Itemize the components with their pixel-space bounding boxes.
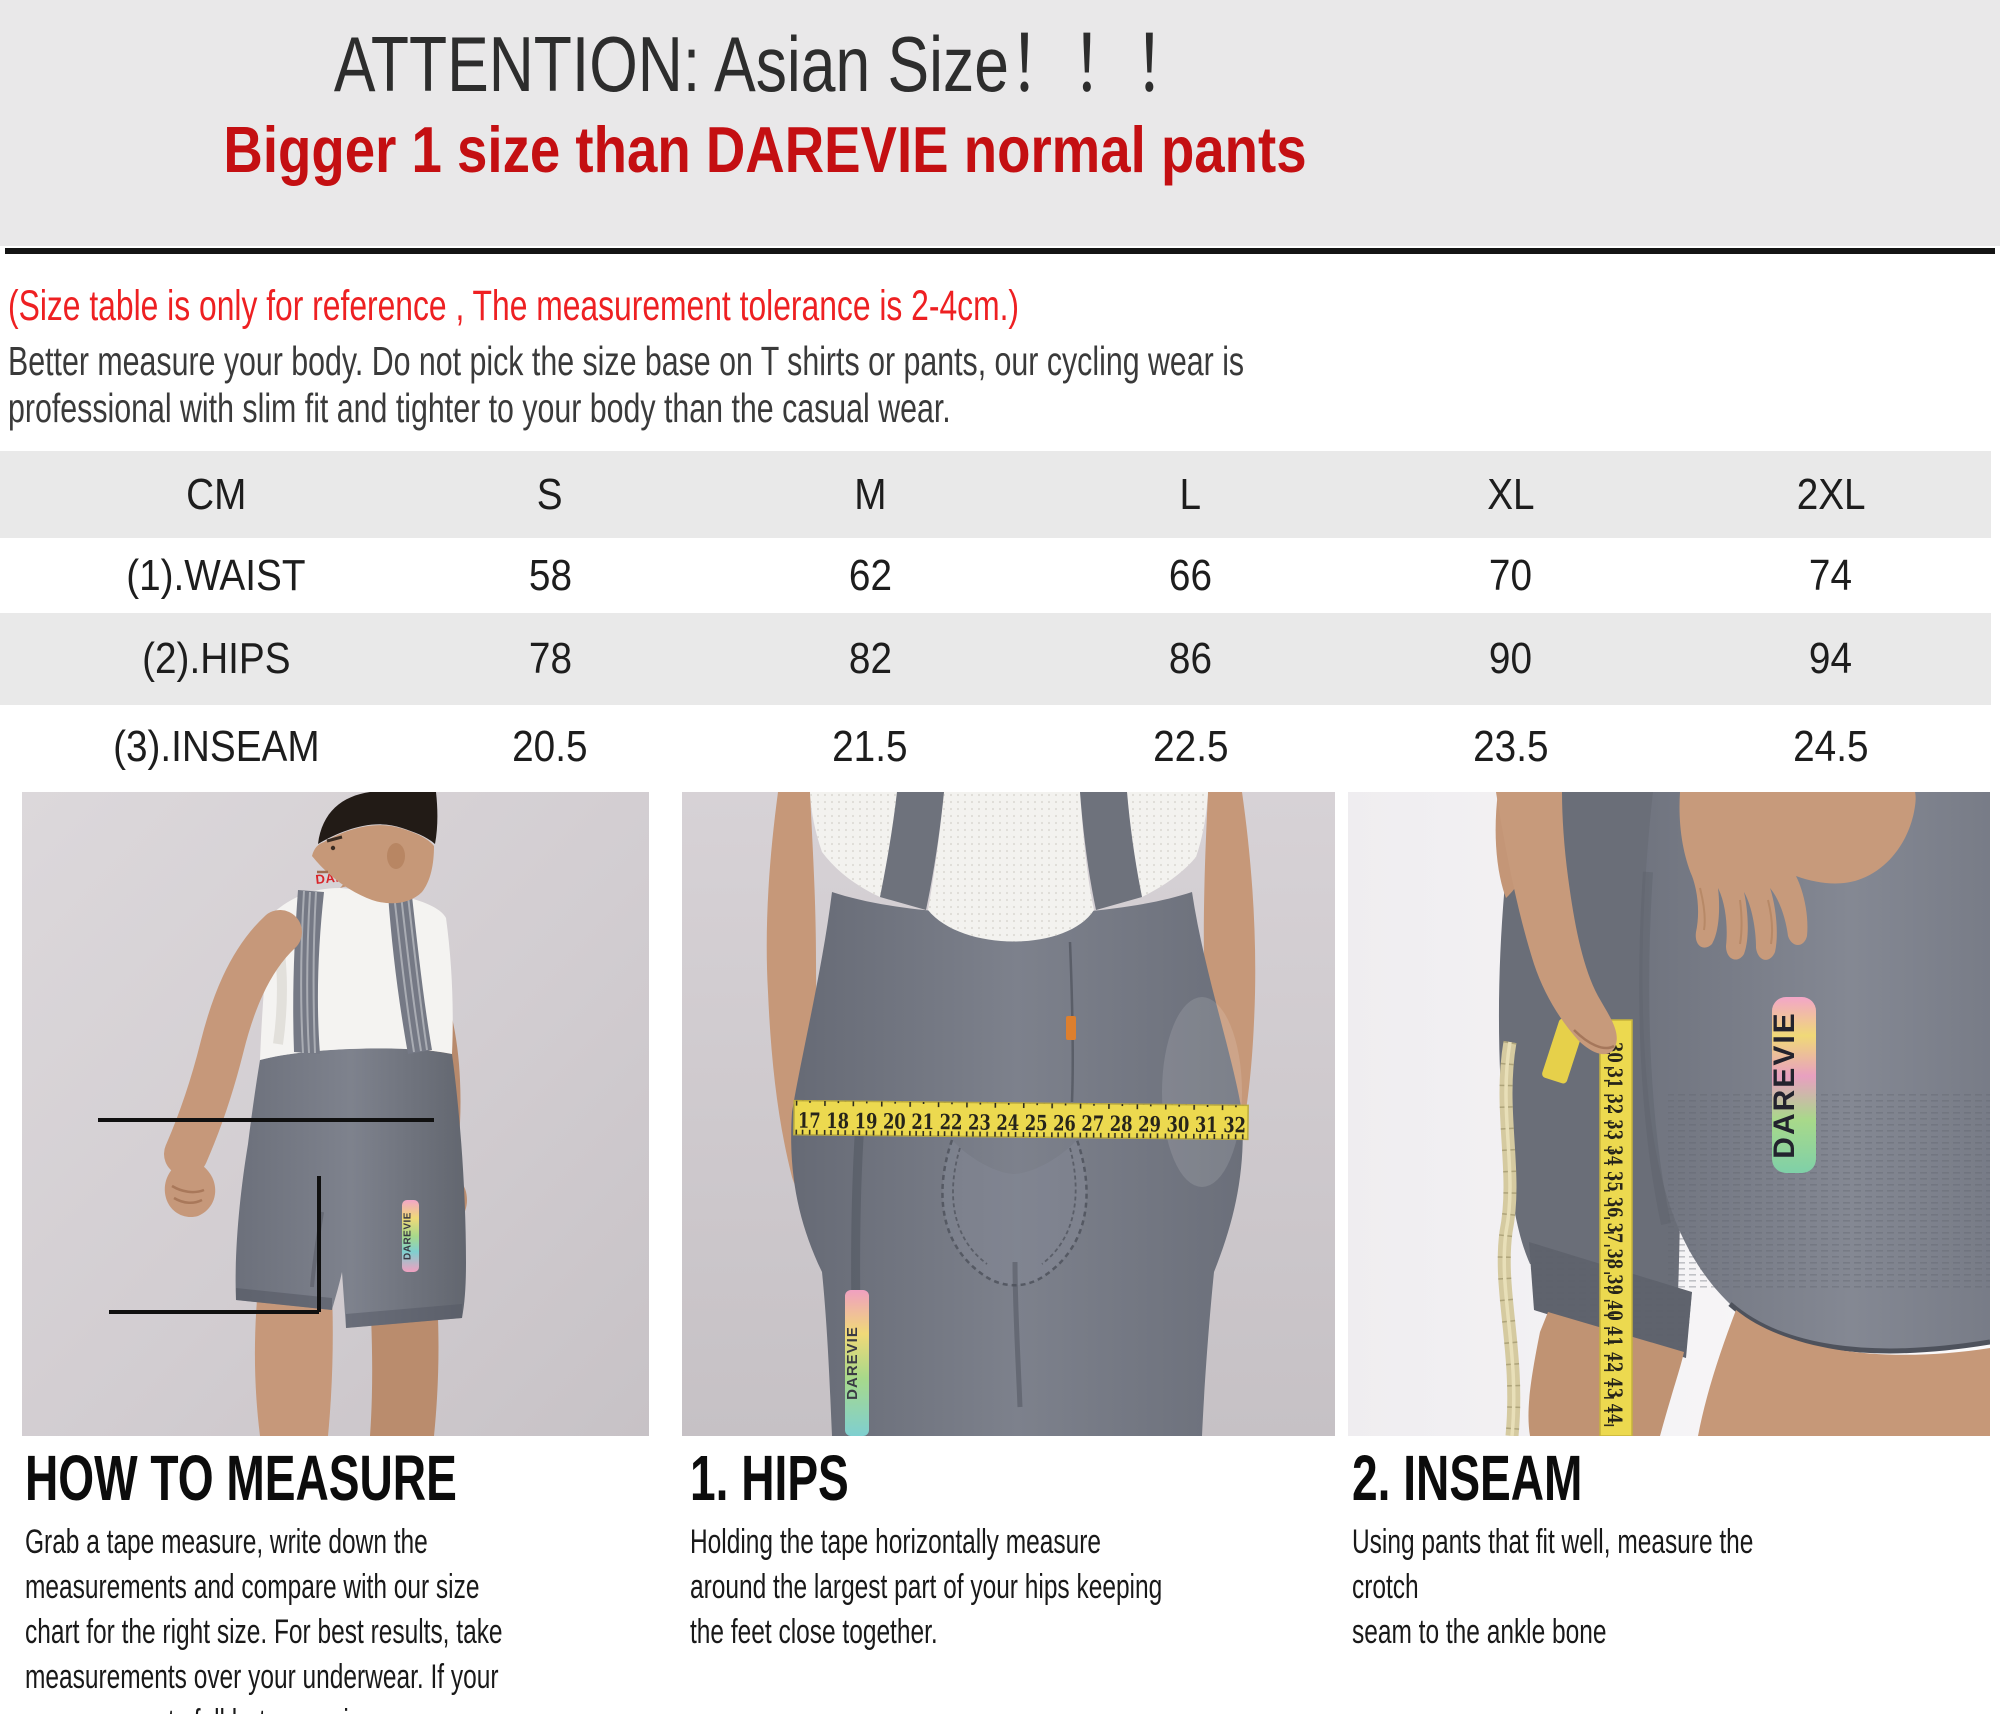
col-s: S [537,469,564,519]
tape-strand-loose [1497,1040,1521,1436]
photo-hips-measurement: DAREVIE 17 18 19 20 21 22 23 24 25 26 27… [682,792,1335,1436]
waist-l: 66 [1168,550,1213,600]
svg-text:DAREVIE: DAREVIE [403,1212,414,1260]
model-hair [318,792,438,844]
waist-2xl: 74 [1809,550,1853,600]
col-2xl: 2XL [1796,469,1866,519]
waist-xl: 70 [1489,550,1533,600]
hips-l: 86 [1168,634,1213,683]
table-row-waist: (1).WAIST 58 62 66 70 74 [0,538,1991,613]
brand-logo-thigh: DAREVIE [1768,997,1816,1173]
bib-shorts [235,1048,466,1328]
inseam-s: 20.5 [512,721,588,771]
col-unit: CM [185,469,247,519]
hips-xl: 90 [1489,634,1533,683]
waist-m: 62 [848,550,892,600]
model-ear [387,843,405,869]
brand-logo-thigh: DAREVIE [844,1290,869,1436]
how-to-measure-heading: HOW TO MEASURE [25,1442,457,1514]
inseam-2xl: 24.5 [1793,721,1869,771]
inseam-l: 22.5 [1152,721,1229,771]
tolerance-note: (Size table is only for reference , The … [8,282,1020,330]
size-warning-headline: Bigger 1 size than DAREVIE normal pants [223,113,1307,186]
brand-logo-thigh: DAREVIE [402,1200,419,1272]
row-label: (2).HIPS [141,634,291,683]
orange-tag [1066,1016,1076,1040]
model-head [312,825,434,904]
attention-title: ATTENTION: Asian Size！！！ [333,20,1197,108]
svg-text:DAREVIE: DAREVIE [844,1326,861,1400]
bib-strap-left [880,792,944,910]
hips-s: 78 [528,634,572,683]
hips-text: Holding the tape horizontally measure ar… [690,1523,1163,1651]
divider-rule [5,248,1995,254]
waist-s: 58 [528,550,572,600]
hips-m: 82 [848,634,892,683]
model-hand-on-hip [1679,792,1916,960]
inseam-heading: 2. INSEAM [1352,1442,1583,1514]
header-band: ATTENTION: Asian Size！！！ Bigger 1 size t… [0,0,2000,246]
inseam-m: 21.5 [832,721,908,771]
bib-strap-back [388,893,432,1054]
tape-measure-inseam: 30 31 32 33 34 35 36 37 38 39 40 41 42 4… [1599,1019,1633,1436]
row-label: (3).INSEAM [112,721,320,771]
table-row-hips: (2).HIPS 78 82 86 90 94 [0,613,1991,705]
model-front-arm [164,910,302,1176]
leg-split-crease [1012,1261,1023,1408]
near-leg-calf [1698,1310,1990,1436]
col-m: M [854,469,887,519]
tape-numbers: 17 18 19 20 21 22 23 24 25 26 27 28 29 3… [798,1108,1246,1138]
tape-numbers: 30 31 32 33 34 35 36 37 38 39 40 41 42 4… [1603,1042,1627,1424]
col-l: L [1179,469,1202,519]
photo-inseam-measurement: DAREVIE 30 31 32 33 34 35 36 37 38 39 40… [1348,792,1990,1436]
row-label: (1).WAIST [126,550,306,600]
svg-text:DAREVIE: DAREVIE [1768,1011,1801,1158]
measure-advice-text: Better measure your body. Do not pick th… [8,338,1245,431]
tape-measure-hips: 17 18 19 20 21 22 23 24 25 26 27 28 29 3… [793,1099,1249,1141]
size-table-header-row: CM S M L XL 2XL [0,451,1991,538]
tape-end-held [1542,1018,1584,1084]
bib-shorts-back [791,892,1243,1436]
how-to-measure-text: Grab a tape measure, write down the meas… [25,1523,503,1714]
inseam-text: Using pants that fit well, measure the c… [1352,1523,1754,1651]
near-leg-hem-edge [1728,1302,1990,1354]
col-xl: XL [1487,469,1535,519]
inseam-measure-bracket [109,1176,321,1314]
model-hand [164,1159,216,1218]
table-row-inseam: (3).INSEAM 20.5 21.5 22.5 23.5 24.5 [0,705,1991,788]
bib-strap-right [1080,792,1142,910]
hips-2xl: 94 [1809,634,1853,683]
model-forearm [1496,792,1617,1055]
hips-heading: 1. HIPS [690,1442,849,1514]
inseam-xl: 23.5 [1473,721,1549,771]
base-layer-back [810,792,1208,942]
photo-side-view-model: DAREVIE DAREVIE [22,792,649,1436]
